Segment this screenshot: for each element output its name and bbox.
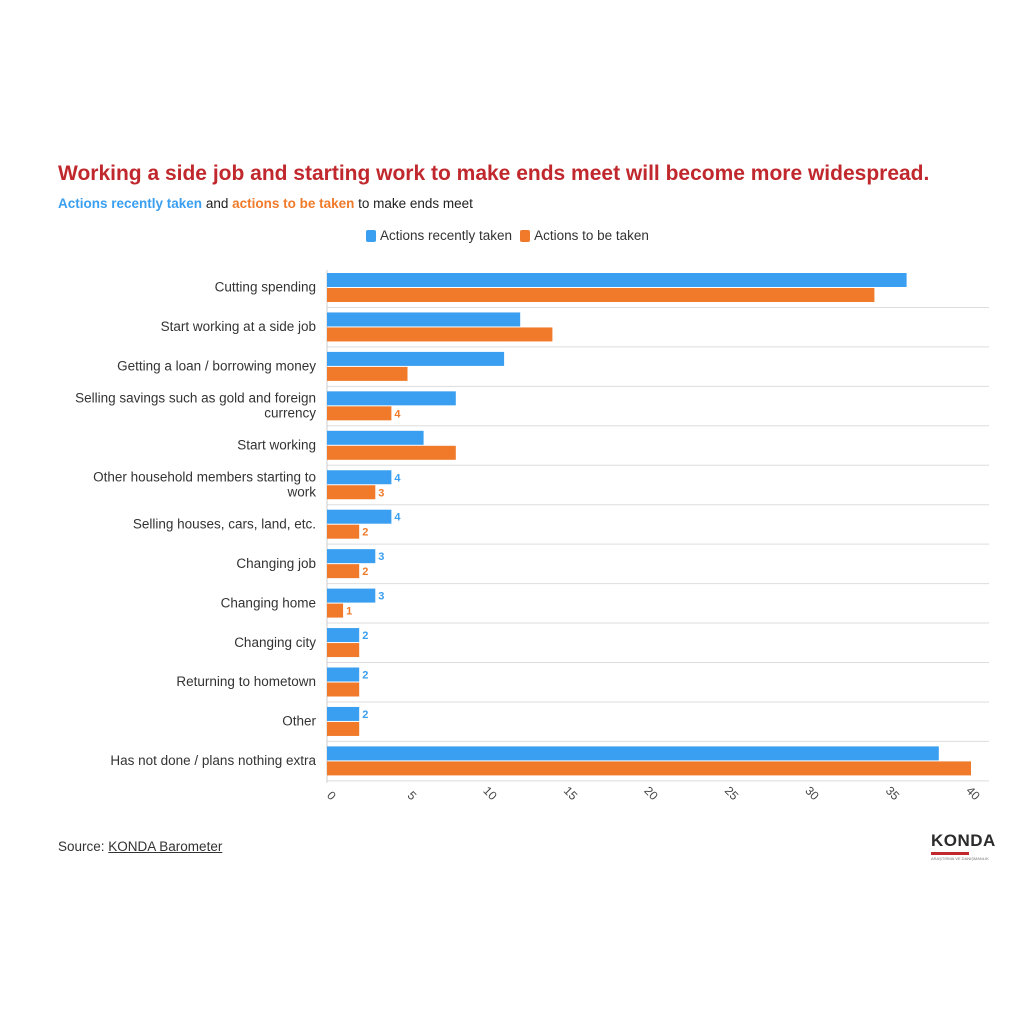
data-label-recent: 3 bbox=[378, 591, 384, 603]
bar-recent bbox=[327, 628, 360, 643]
data-label-recent: 4 bbox=[394, 472, 401, 484]
data-label-recent: 3 bbox=[378, 551, 384, 563]
bar-recent bbox=[327, 430, 424, 445]
chart-subtitle: Actions recently taken and actions to be… bbox=[58, 196, 473, 211]
legend-swatch-planned bbox=[520, 229, 531, 242]
legend-item-recent[interactable]: Actions recently taken bbox=[366, 228, 512, 243]
legend-swatch-recent bbox=[366, 229, 376, 242]
category-label: Returning to hometown bbox=[176, 674, 316, 689]
chart-title: Working a side job and starting work to … bbox=[58, 162, 930, 185]
data-label-planned: 2 bbox=[362, 527, 368, 539]
chart-legend: Actions recently taken Actions to be tak… bbox=[366, 228, 657, 243]
logo-word: KONDA bbox=[931, 831, 996, 850]
category-label: Changing city bbox=[234, 635, 316, 650]
bar-planned bbox=[327, 721, 360, 736]
bar-planned bbox=[327, 524, 360, 539]
source-prefix: Source: bbox=[58, 839, 109, 854]
legend-item-planned[interactable]: Actions to be taken bbox=[520, 228, 649, 243]
bar-recent bbox=[327, 312, 521, 327]
subtitle-recent: Actions recently taken bbox=[58, 196, 203, 211]
bar-recent bbox=[327, 549, 376, 564]
category-label: Start working bbox=[237, 438, 316, 453]
category-label: Cutting spending bbox=[215, 280, 316, 295]
data-label-recent: 2 bbox=[362, 630, 368, 642]
x-tick-label: 25 bbox=[722, 784, 742, 804]
category-label: Selling savings such as gold and foreign bbox=[75, 391, 316, 406]
bar-recent bbox=[327, 667, 360, 682]
bar-planned bbox=[327, 366, 408, 381]
x-tick-label: 10 bbox=[480, 784, 500, 804]
subtitle-rest: to make ends meet bbox=[354, 196, 473, 211]
x-tick-label: 35 bbox=[883, 784, 903, 804]
bar-planned bbox=[327, 564, 360, 579]
bar-planned bbox=[327, 445, 456, 460]
category-label: work bbox=[286, 484, 316, 499]
bar-planned bbox=[327, 327, 553, 342]
x-tick-label: 15 bbox=[561, 784, 581, 804]
x-tick-label: 20 bbox=[641, 784, 661, 804]
category-label: currency bbox=[264, 406, 316, 421]
category-label: Start working at a side job bbox=[161, 319, 316, 334]
source-note: Source: KONDA Barometer bbox=[58, 839, 222, 854]
x-tick-label: 0 bbox=[324, 788, 339, 803]
data-label-planned: 2 bbox=[362, 566, 368, 578]
bar-planned bbox=[327, 406, 392, 421]
bar-planned bbox=[327, 288, 875, 302]
logo-underline bbox=[931, 852, 969, 855]
logo-tagline: ARAŞTIRMA VE DANIŞMANLIK bbox=[931, 856, 989, 861]
bar-recent bbox=[327, 746, 939, 761]
bar-planned bbox=[327, 682, 360, 697]
category-label: Changing job bbox=[236, 556, 316, 571]
category-label: Other bbox=[282, 714, 316, 729]
legend-label-recent: Actions recently taken bbox=[380, 228, 513, 243]
category-label: Changing home bbox=[221, 595, 316, 610]
data-label-planned: 4 bbox=[394, 408, 401, 420]
category-label: Other household members starting to bbox=[93, 469, 316, 484]
x-tick-label: 30 bbox=[802, 784, 822, 804]
konda-logo: KONDA ARAŞTIRMA VE DANIŞMANLIK bbox=[931, 831, 1001, 861]
bar-recent bbox=[327, 273, 907, 287]
bar-planned bbox=[327, 603, 344, 618]
bar-recent bbox=[327, 391, 456, 406]
bar-planned bbox=[327, 761, 971, 776]
x-tick-label: 5 bbox=[405, 788, 420, 803]
category-label: Selling houses, cars, land, etc. bbox=[133, 516, 316, 531]
bar-recent bbox=[327, 588, 376, 603]
data-label-recent: 2 bbox=[362, 670, 368, 682]
category-label: Has not done / plans nothing extra bbox=[110, 753, 316, 768]
subtitle-and: and bbox=[202, 196, 233, 211]
data-label-recent: 2 bbox=[362, 709, 368, 721]
data-label-planned: 1 bbox=[346, 606, 352, 618]
bar-recent bbox=[327, 706, 360, 721]
data-label-recent: 4 bbox=[394, 512, 401, 524]
bar-recent bbox=[327, 509, 392, 524]
x-tick-label: 40 bbox=[963, 784, 983, 804]
bar-planned bbox=[327, 643, 360, 658]
subtitle-planned: actions to be taken bbox=[232, 196, 355, 211]
bar-recent bbox=[327, 351, 505, 366]
bar-recent bbox=[327, 470, 392, 485]
bar-planned bbox=[327, 485, 376, 500]
legend-label-planned: Actions to be taken bbox=[534, 228, 649, 243]
source-link[interactable]: KONDA Barometer bbox=[108, 839, 223, 854]
category-label: Getting a loan / borrowing money bbox=[117, 359, 316, 374]
data-label-planned: 3 bbox=[378, 487, 384, 499]
